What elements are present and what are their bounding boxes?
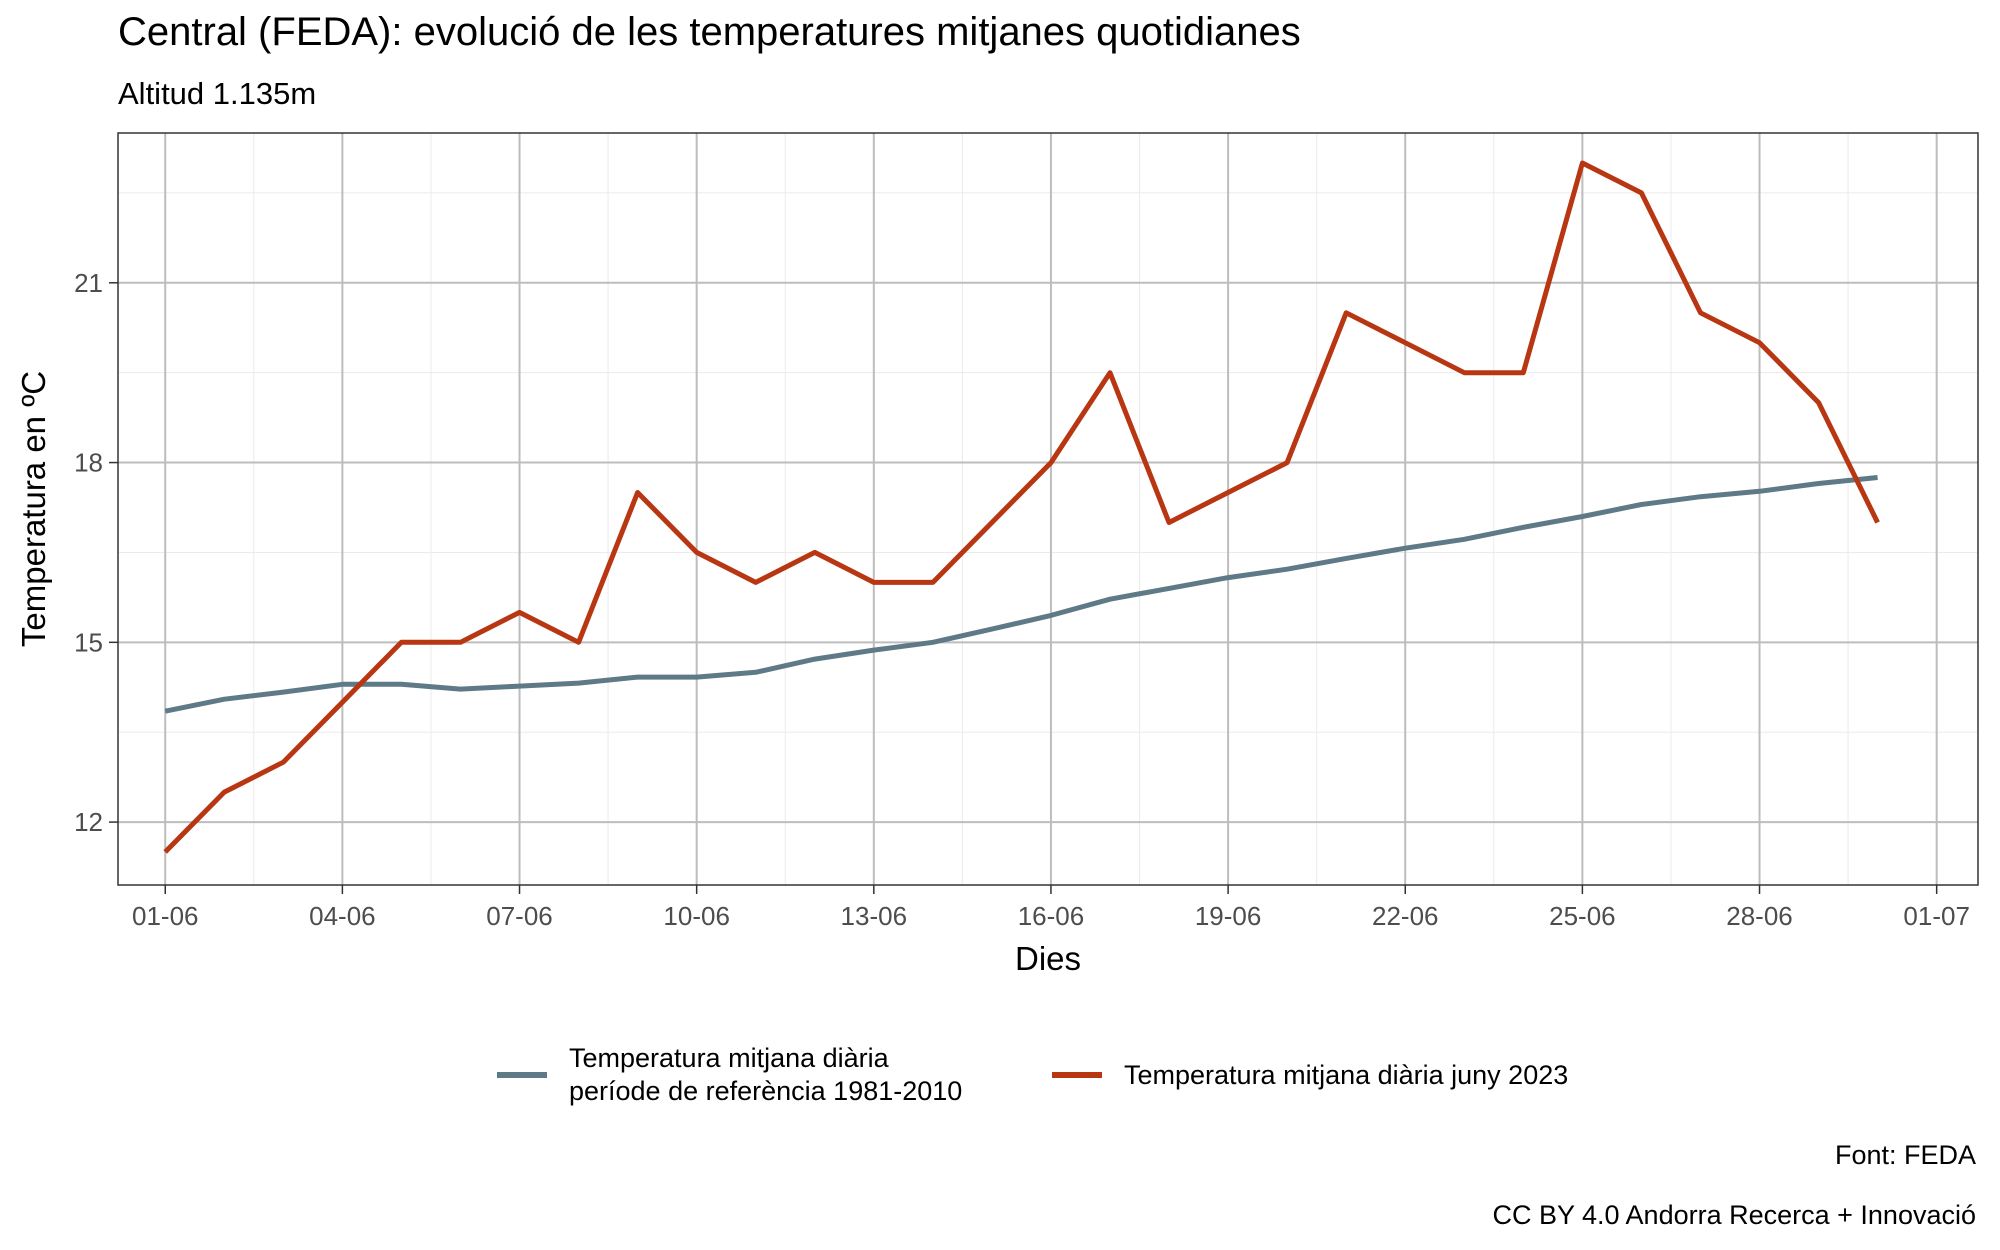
legend-label-reference: Temperatura mitjana diària període de re… (569, 1043, 963, 1106)
x-axis-title: Dies (1015, 940, 1081, 977)
x-tick-label: 25-06 (1549, 901, 1616, 931)
chart-title: Central (FEDA): evolució de les temperat… (118, 10, 1301, 54)
x-tick-label: 10-06 (663, 901, 730, 931)
x-tick-label: 13-06 (841, 901, 908, 931)
legend-key-2023 (1052, 1072, 1102, 1078)
grid-lines (118, 133, 1978, 885)
x-tick-label: 28-06 (1726, 901, 1793, 931)
line-chart: 01-06 04-06 07-06 10-06 13-06 16-06 19-06 22-06… (15, 132, 1979, 977)
x-tick-label: 22-06 (1372, 901, 1439, 931)
caption-source: Font: FEDA (1834, 1140, 1976, 1170)
x-tick-label: 01-07 (1903, 901, 1970, 931)
series-line-reference (164, 475, 1878, 714)
x-tick-label: 19-06 (1195, 901, 1262, 931)
x-tick-label: 16-06 (1018, 901, 1085, 931)
y-tick-label: 15 (74, 627, 103, 657)
axes: 01-06 04-06 07-06 10-06 13-06 16-06 19-06 22-06… (74, 268, 1970, 931)
legend-key-reference (497, 1072, 547, 1078)
legend: Temperatura mitjana diària període de re… (0, 1035, 2000, 1115)
series-line-2023 (163, 160, 1880, 854)
y-tick-label: 18 (74, 448, 103, 478)
x-tick-label: 07-06 (486, 901, 553, 931)
series-lines (163, 160, 1880, 854)
plot-border (117, 132, 1979, 886)
plot-panel (118, 133, 1978, 885)
caption-license: CC BY 4.0 Andorra Recerca + Innovació (1492, 1200, 1976, 1230)
legend-label-2023: Temperatura mitjana diària juny 2023 (1124, 1059, 1569, 1090)
x-tick-label: 04-06 (309, 901, 376, 931)
legend-item-2023: Temperatura mitjana diària juny 2023 (1052, 1035, 1568, 1115)
x-tick-label: 01-06 (132, 901, 199, 931)
y-tick-label: 21 (74, 268, 103, 298)
legend-item-reference: Temperatura mitjana diària període de re… (497, 1035, 962, 1115)
y-tick-label: 12 (74, 807, 103, 837)
chart-subtitle: Altitud 1.135m (118, 76, 317, 111)
y-axis-title: Temperatura en ºC (15, 371, 52, 647)
